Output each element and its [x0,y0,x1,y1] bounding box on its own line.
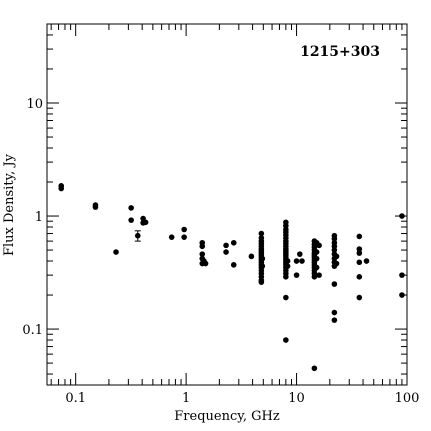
data-point [313,264,320,271]
data-point [283,294,289,301]
data-point [113,249,119,255]
data-point [399,213,405,219]
x-tick-label: 1 [182,391,190,406]
plot-frame [46,23,408,386]
data-point [363,258,370,264]
data-point [259,255,266,262]
data-point [293,258,300,264]
data-point [283,274,289,280]
data-point [128,217,134,223]
x-tick-label: 0.1 [65,391,86,406]
tick-labels: 0.1 1 10 100 0.1 1 10 [22,97,419,406]
data-point [313,255,320,262]
data-point [248,253,255,260]
data-point [333,260,340,267]
data-point [311,365,318,372]
data-point [331,235,338,242]
data-point [134,232,141,239]
data-point [399,272,405,278]
data-point [331,281,338,287]
x-tick-label: 100 [395,391,420,406]
data-point [316,242,322,249]
y-tick-label: 1 [35,210,43,225]
ticks [47,23,408,385]
data-point [356,250,363,256]
data-point [181,234,187,240]
data-point [142,219,149,226]
data-point [283,337,289,343]
data-point [356,246,363,252]
data-point [331,309,338,316]
data-points [58,183,405,372]
data-point [399,292,405,298]
data-point [58,185,65,192]
y-axis-label: Flux Density, Jy [2,153,17,256]
data-point [230,239,237,246]
data-point [299,258,305,264]
data-point [293,272,300,278]
data-point [223,249,229,255]
data-point [199,243,206,250]
x-axis-label: Frequency, GHz [174,409,280,424]
data-point [258,279,265,285]
y-tick-label: 10 [26,97,43,112]
data-point [92,204,99,210]
data-point [356,274,363,280]
y-tick-label: 0.1 [22,323,43,338]
data-point [258,230,265,237]
data-point [168,234,175,240]
data-point [356,294,363,301]
data-point [313,249,320,255]
data-point [316,272,322,278]
data-point [331,317,338,323]
data-point [259,263,266,269]
data-point [356,233,363,240]
axes [46,23,408,386]
data-point [311,274,318,280]
data-point [297,251,303,257]
data-point [128,205,134,211]
chart-title: 1215+303 [300,44,380,60]
data-point [202,260,209,267]
data-point [199,251,206,257]
data-point [223,242,229,249]
data-point [284,258,291,264]
data-point [331,247,338,253]
data-point [181,226,187,233]
data-point [333,253,340,260]
data-point [284,263,291,269]
x-tick-label: 10 [288,391,305,406]
data-point [356,259,363,266]
data-point [230,262,237,268]
